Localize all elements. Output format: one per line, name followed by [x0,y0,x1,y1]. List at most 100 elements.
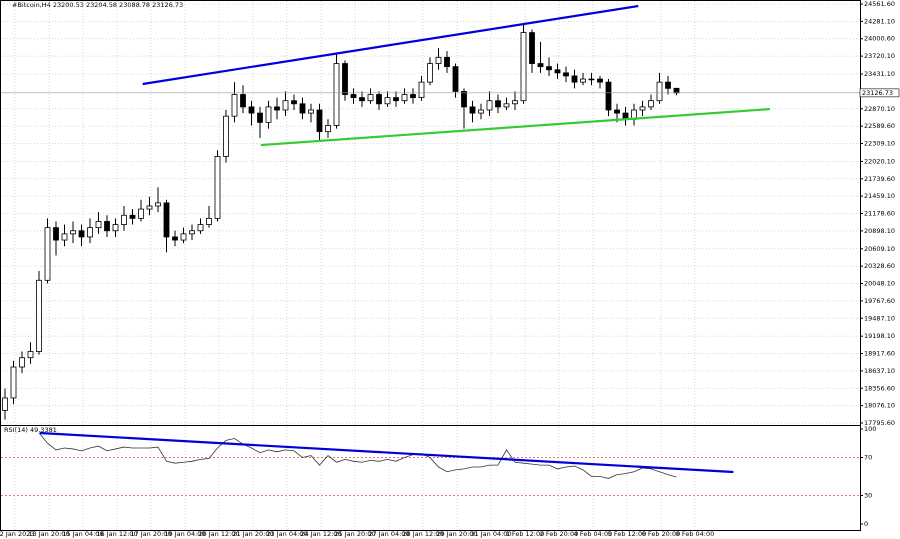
candle-body [376,94,382,105]
candle-body [342,63,348,95]
trendline [142,4,639,86]
candle-body [248,106,255,114]
rsi-y-tick-label: 100 [864,425,876,433]
y-tick-label: 22870.10 [864,105,895,113]
frame [0,0,861,531]
y-tick-label: 20609.10 [864,245,895,253]
y-tick-label: 19198.10 [864,332,895,340]
candle-body [2,397,8,411]
current-price-label: 23126.73 [862,89,893,97]
candle-body [138,208,144,219]
x-tick-label: 16 Jan 12:00 [96,530,137,538]
y-tick-label: 23431.10 [864,70,895,78]
candle-body [333,63,340,126]
candle-body [639,106,646,111]
candle-body [78,230,85,238]
candle-body [70,230,76,235]
candle-body [155,202,161,207]
candle-body [282,100,289,111]
candle-body [112,224,119,232]
candle-body [265,106,272,123]
candle-body [495,100,501,108]
rsi-line [38,432,677,479]
candle-body [291,100,297,105]
x-tick-label: 4 Feb 04:00 [574,530,613,538]
candle-body [656,81,663,102]
candle-body [189,230,195,235]
trendline [260,107,771,147]
y-tick-label: 18637.10 [864,367,895,375]
y-tick-label: 17795.60 [864,419,895,427]
candle-body [36,279,42,352]
y-tick-label: 24281.10 [864,17,895,25]
candle-body [435,56,442,64]
y-tick-label: 22309.10 [864,139,895,147]
y-tick-label: 18356.60 [864,384,895,392]
x-tick-label: 20 Jan 12:00 [198,530,239,538]
candle-body [665,81,671,89]
x-tick-label: 25 Jan 20:00 [334,530,375,538]
candle-body [257,112,263,123]
candle-body [325,125,331,133]
candle-body [367,94,374,102]
candle-body [673,87,680,94]
candle-body [512,100,518,105]
rsi-title: RSI(14) 49.3381 [4,426,57,434]
y-tick-label: 21739.60 [864,175,895,183]
candle-body [308,109,314,114]
candle-body [104,221,110,232]
candle-body [87,227,93,238]
candle-body [554,69,561,74]
current-price-box [859,88,900,98]
candle-body [316,109,323,133]
y-tick-label: 21459.10 [864,192,895,200]
x-tick-label: 17 Jan 20:00 [130,530,171,538]
rsi-y-tick-label: 30 [864,492,872,500]
y-tick-label: 22020.10 [864,157,895,165]
candle-body [10,366,17,399]
candle-body [95,221,102,229]
candle-body [563,72,569,77]
y-tick-label: 20328.60 [864,262,895,270]
candle-body [478,109,484,114]
candle-body [27,351,34,359]
y-tick-label: 18076.10 [864,402,895,410]
candle-body [274,106,280,111]
candle-body [214,156,221,219]
candle-body [180,233,187,241]
candle-body [452,66,459,92]
candle-body [384,97,391,105]
y-tick-label: 19487.10 [864,314,895,322]
y-tick-label: 20898.10 [864,227,895,235]
y-tick-label: 19767.60 [864,297,895,305]
candle-body [461,91,467,108]
y-tick-label: 24000.60 [864,35,895,43]
candle-body [19,357,25,368]
candle-body [520,32,527,102]
candle-body [299,103,306,114]
candle-body [546,66,552,71]
y-tick-label: 18917.60 [864,350,895,358]
candle-body [53,227,59,241]
candle-body [223,115,229,157]
candle-body [605,81,612,111]
candle-body [588,78,595,81]
candle-body [614,109,620,114]
candle-body [410,94,416,99]
candle-body [580,78,586,83]
candle-body [240,94,246,108]
candle-body [444,56,450,68]
rsi-y-tick-label: 0 [864,520,868,528]
candle-body [418,81,425,99]
x-tick-label: 23 Jan 04:00 [266,530,307,538]
x-tick-label: 5 Feb 12:00 [608,530,647,538]
chart-title: #Bitcoin,H4 23200.53 23204.58 23088.78 2… [12,1,183,9]
x-tick-label: 8 Feb 04:00 [676,530,715,538]
x-tick-label: 15 Jan 04:00 [62,530,103,538]
candle-body [571,75,578,83]
x-tick-label: 29 Jan 20:00 [436,530,477,538]
x-tick-label: 1 Feb 12:00 [506,530,545,538]
x-tick-label: 12 Jan 2023 [0,530,34,538]
candle-body [44,227,51,281]
candle-body [359,97,365,102]
